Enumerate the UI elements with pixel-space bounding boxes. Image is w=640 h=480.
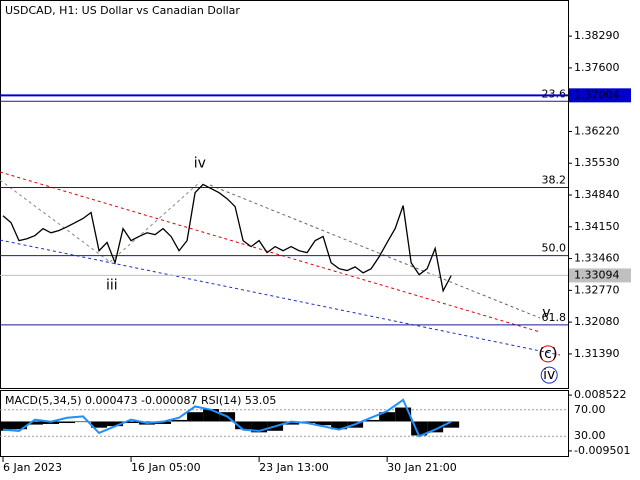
wave-label: iii bbox=[106, 278, 118, 294]
wave-label: iv bbox=[543, 367, 555, 383]
wave-line bbox=[0, 179, 111, 263]
price-box bbox=[569, 88, 631, 103]
indicator-label: MACD(5,34,5) 0.000473 -0.000087 RSI(14) … bbox=[5, 394, 276, 407]
wave-label: (c) bbox=[539, 346, 558, 362]
trend-line bbox=[0, 239, 561, 356]
macd-bar bbox=[443, 421, 460, 428]
macd-bar bbox=[427, 421, 444, 433]
macd-bar bbox=[59, 421, 76, 424]
wave-line bbox=[109, 181, 201, 263]
y-tick-label: 1.37600 bbox=[574, 61, 620, 74]
y-tick-label: 1.32770 bbox=[574, 283, 620, 296]
macd-bar bbox=[235, 421, 252, 430]
y-tick-label: 1.35530 bbox=[574, 156, 620, 169]
macd-bar bbox=[11, 421, 28, 430]
x-tick-label: 30 Jan 21:00 bbox=[387, 461, 457, 474]
annotation-circle bbox=[539, 345, 557, 363]
price-line bbox=[2, 183, 452, 293]
y-tick-label: 1.34840 bbox=[574, 188, 620, 201]
wave-label: v bbox=[542, 305, 550, 321]
current-price-label: 1.33094 bbox=[574, 268, 620, 281]
macd-bar bbox=[75, 421, 92, 423]
resistance-label: 1.37004 bbox=[574, 88, 620, 101]
macd-bar bbox=[203, 409, 220, 422]
macd-bar bbox=[27, 421, 44, 425]
y-tick-label: 1.31390 bbox=[574, 347, 620, 360]
macd-bar bbox=[331, 421, 348, 430]
trend-line bbox=[209, 184, 541, 319]
y-tick-label: 70.00 bbox=[574, 403, 606, 416]
macd-bar bbox=[283, 421, 300, 425]
rsi-line bbox=[2, 398, 452, 438]
macd-bar bbox=[187, 412, 204, 422]
trend-line bbox=[0, 171, 541, 333]
y-tick-label: 1.36220 bbox=[574, 124, 620, 137]
fib-label: 61.8 bbox=[542, 311, 567, 324]
macd-bar bbox=[43, 421, 60, 424]
x-tick-label: 23 Jan 13:00 bbox=[259, 461, 329, 474]
chart-title: USDCAD, H1: US Dollar vs Canadian Dollar bbox=[5, 4, 240, 17]
y-tick-label: 1.32080 bbox=[574, 315, 620, 328]
y-tick-label: 30.00 bbox=[574, 429, 606, 442]
macd-bar bbox=[315, 421, 332, 426]
macd-bar bbox=[155, 421, 172, 424]
fib-label: 23.6 bbox=[542, 87, 567, 100]
y-tick-label: 0.008522 bbox=[574, 388, 627, 401]
y-tick-label: -0.009501 bbox=[574, 444, 630, 457]
macd-bar bbox=[379, 412, 396, 422]
macd-bar bbox=[107, 421, 124, 427]
wave-label: iv bbox=[194, 155, 206, 171]
fib-label: 38.2 bbox=[542, 174, 567, 187]
y-tick-label: 1.38290 bbox=[574, 29, 620, 42]
macd-bar bbox=[363, 419, 380, 422]
macd-bar bbox=[171, 419, 188, 422]
macd-bar bbox=[251, 421, 268, 433]
y-tick-label: 1.33460 bbox=[574, 252, 620, 265]
x-tick-label: 16 Jan 05:00 bbox=[131, 461, 201, 474]
x-tick-label: 6 Jan 2023 bbox=[3, 461, 62, 474]
macd-bar bbox=[123, 421, 140, 424]
y-tick-label: 1.34150 bbox=[574, 220, 620, 233]
fib-label: 50.0 bbox=[542, 242, 567, 255]
annotation-circle bbox=[540, 366, 558, 384]
main-panel bbox=[0, 0, 569, 389]
price-box bbox=[569, 268, 631, 283]
macd-bar bbox=[91, 421, 108, 428]
macd-bar bbox=[0, 421, 11, 431]
